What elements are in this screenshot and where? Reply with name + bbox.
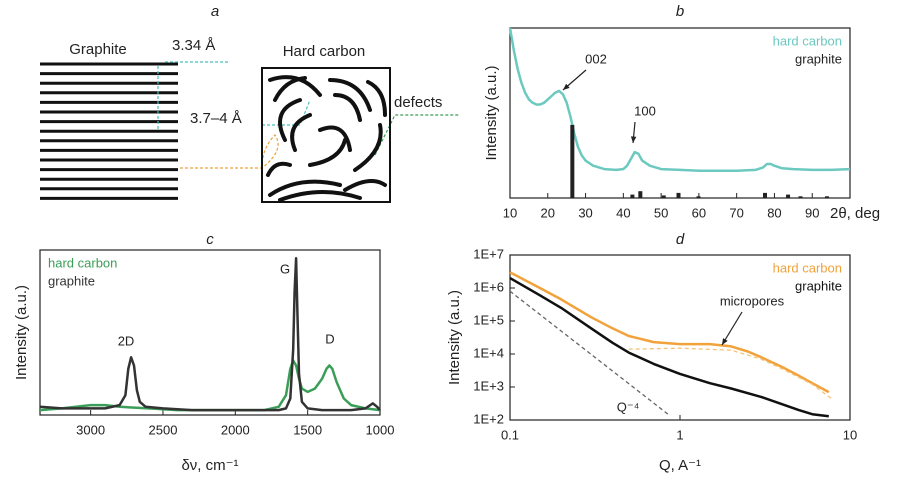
arrow-head bbox=[563, 83, 570, 90]
legend-entry: hard carbon bbox=[773, 260, 842, 275]
x-axis-label: δν, cm⁻¹ bbox=[181, 457, 238, 474]
y-axis-label: Intensity (a.u.) bbox=[446, 290, 463, 385]
annotation: 100 bbox=[634, 103, 656, 118]
x-tick-label: 40 bbox=[616, 205, 630, 220]
y-axis-label: Intensity (a.u.) bbox=[483, 65, 500, 160]
panel-label: c bbox=[206, 231, 214, 248]
x-tick-label: 20 bbox=[541, 205, 555, 220]
series-line bbox=[509, 277, 829, 418]
series-line bbox=[509, 271, 830, 394]
x-tick-label: 1500 bbox=[293, 422, 322, 437]
x-tick-label: 50 bbox=[654, 205, 668, 220]
y-tick-label: 1E+3 bbox=[473, 378, 504, 393]
x-axis-label: Q, A⁻¹ bbox=[659, 457, 701, 474]
stick bbox=[676, 192, 681, 198]
series-line bbox=[628, 347, 834, 401]
x-tick-label: 1 bbox=[676, 427, 683, 442]
series-line bbox=[509, 290, 669, 415]
legend-entry: hard carbon bbox=[773, 33, 842, 48]
graphite-layers bbox=[40, 62, 178, 200]
annotation: G bbox=[280, 261, 290, 276]
panel-label: d bbox=[676, 231, 685, 248]
x-tick-label: 60 bbox=[692, 205, 706, 220]
y-tick-label: 1E+2 bbox=[473, 411, 504, 426]
stick bbox=[638, 191, 643, 198]
x-tick-label: 10 bbox=[843, 427, 857, 442]
y-tick-label: 1E+5 bbox=[473, 312, 504, 327]
legend-entry: hard carbon bbox=[48, 255, 117, 270]
series-line bbox=[508, 27, 851, 173]
annotation: D bbox=[325, 331, 334, 346]
annotation: 2D bbox=[118, 333, 135, 348]
y-tick-label: 1E+6 bbox=[473, 279, 504, 294]
spacing-label: 3.7–4 Å bbox=[190, 110, 242, 127]
stick bbox=[630, 194, 635, 198]
panel-label: a bbox=[211, 3, 219, 20]
hard-carbon-sheets bbox=[266, 75, 387, 202]
x-tick-label: 1000 bbox=[366, 422, 395, 437]
arrow-head bbox=[722, 338, 728, 345]
stick bbox=[798, 196, 803, 198]
x-tick-label: 3000 bbox=[76, 422, 105, 437]
stick bbox=[696, 196, 701, 198]
graphite-label: Graphite bbox=[69, 41, 127, 58]
x-tick-label: 70 bbox=[729, 205, 743, 220]
hard-carbon-label: Hard carbon bbox=[283, 43, 366, 60]
legend-entry: graphite bbox=[795, 51, 842, 66]
series-line bbox=[39, 359, 381, 412]
x-tick-label: 80 bbox=[767, 205, 781, 220]
x-tick-label: 2000 bbox=[221, 422, 250, 437]
x-tick-label: 10 bbox=[503, 205, 517, 220]
arrow-head bbox=[630, 136, 637, 143]
plot-frame bbox=[39, 249, 381, 416]
annotation: Q⁻⁴ bbox=[617, 399, 640, 414]
x-tick-label: 30 bbox=[578, 205, 592, 220]
stick bbox=[824, 196, 829, 198]
y-tick-label: 1E+7 bbox=[473, 246, 504, 261]
spacing-label: 3.34 Å bbox=[172, 37, 215, 54]
annotation: micropores bbox=[720, 293, 785, 308]
annotation: 002 bbox=[585, 51, 607, 66]
x-tick-label: 90 bbox=[805, 205, 819, 220]
x-tick-label: 2500 bbox=[149, 422, 178, 437]
stick bbox=[570, 124, 575, 198]
y-tick-label: 1E+4 bbox=[473, 345, 504, 360]
leaders bbox=[157, 61, 460, 169]
defects-label: defects bbox=[394, 94, 442, 111]
series-line bbox=[39, 257, 381, 412]
stick bbox=[786, 194, 791, 198]
panel-label: b bbox=[676, 3, 684, 20]
stick bbox=[763, 192, 767, 198]
x-tick-label: 0.1 bbox=[501, 427, 519, 442]
legend-entry: graphite bbox=[795, 278, 842, 293]
legend-entry: graphite bbox=[48, 273, 95, 288]
stick bbox=[661, 195, 666, 198]
x-axis-label: 2θ, deg bbox=[830, 205, 880, 222]
y-axis-label: Intensity (a.u.) bbox=[13, 285, 30, 380]
hard-carbon-box bbox=[261, 67, 391, 203]
